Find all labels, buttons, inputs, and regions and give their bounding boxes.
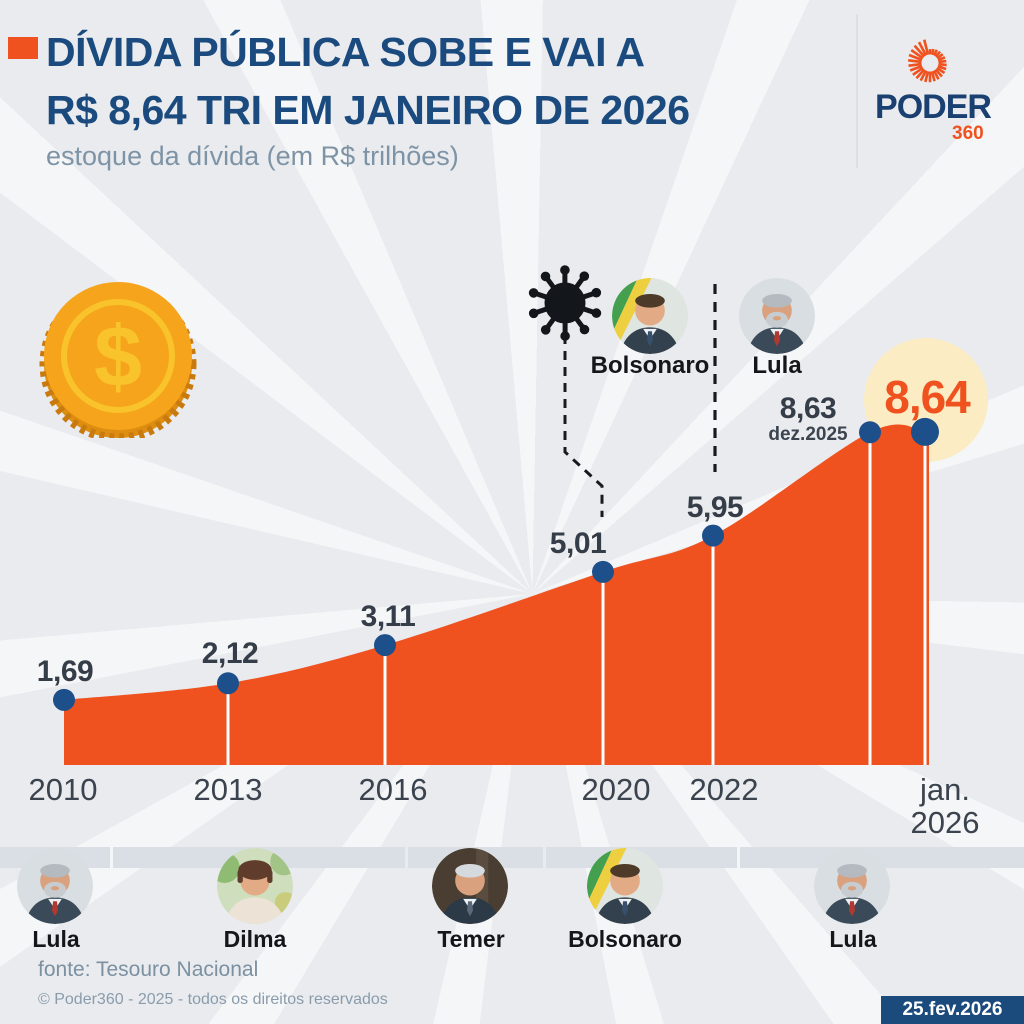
data-point-2010	[53, 688, 75, 711]
debt-area-shape	[64, 424, 929, 765]
president-photo-lula-2026	[814, 848, 890, 924]
president-name-bolsonaro: Bolsonaro	[568, 926, 682, 952]
value-label-dez2025: 8,63	[779, 392, 837, 425]
x-tick-2013: 2013	[193, 772, 263, 807]
avatar-illustration	[217, 848, 293, 924]
president-name-lula-2026: Lula	[829, 926, 877, 952]
dollar-sign: $	[94, 309, 142, 405]
president-photo-lula-2010	[17, 848, 93, 924]
source-credit: fonte: Tesouro Nacional	[38, 958, 259, 981]
value-label-2020: 5,01	[549, 527, 607, 560]
poder360-logo-number: 360	[952, 123, 984, 144]
value-label-2022: 5,95	[686, 491, 744, 524]
data-point-2016	[374, 634, 396, 657]
data-point-2020	[592, 560, 614, 583]
avatar-illustration	[612, 278, 688, 354]
value-label-jan2026: 8,64	[884, 371, 971, 423]
title-accent-square	[8, 37, 38, 59]
president-name-dilma: Dilma	[223, 926, 287, 952]
coronavirus-icon	[528, 265, 602, 341]
logo-divider	[856, 14, 858, 168]
value-label-2016: 3,11	[360, 600, 416, 633]
poder360-starburst-icon	[907, 39, 947, 83]
page-subtitle: estoque da dívida (em R$ trilhões)	[46, 141, 459, 171]
value-label-2010: 1,69	[36, 655, 94, 688]
avatar-illustration	[587, 848, 663, 924]
chart-drop-lines	[226, 431, 927, 765]
president-photo-lula-annotation	[739, 278, 815, 354]
data-point-2013	[217, 672, 239, 695]
president-name-lula-annotation: Lula	[752, 352, 802, 379]
president-name-bolsonaro-annotation: Bolsonaro	[590, 352, 710, 379]
page-title-line2: R$ 8,64 TRI EM JANEIRO DE 2026	[46, 87, 690, 133]
president-photo-bolsonaro	[587, 848, 663, 924]
data-point-2022	[702, 524, 724, 547]
x-tick-2022: 2022	[689, 772, 759, 807]
value-label-2013: 2,12	[201, 637, 259, 670]
avatar-illustration	[432, 848, 508, 924]
x-tick-2010: 2010	[28, 772, 98, 807]
publication-date-badge: 25.fev.2026	[881, 996, 1024, 1024]
avatar-illustration	[739, 278, 815, 354]
avatar-illustration	[17, 848, 93, 924]
x-tick-2016: 2016	[358, 772, 428, 807]
president-photo-bolsonaro-annotation	[612, 278, 688, 354]
avatar-illustration	[814, 848, 890, 924]
x-tick-jan: jan.	[920, 772, 970, 807]
president-name-temer: Temer	[437, 926, 505, 952]
poder360-logo-text: PODER	[875, 88, 992, 126]
president-name-lula-2010: Lula	[32, 926, 80, 952]
x-tick-2026: 2026	[910, 805, 980, 840]
president-photo-temer	[432, 848, 508, 924]
chart-data-points	[53, 417, 939, 711]
data-point-dez.2025	[859, 421, 881, 444]
president-photo-dilma	[217, 848, 293, 924]
copyright-notice: © Poder360 - 2025 - todos os direitos re…	[38, 991, 388, 1008]
page-title-line1: DÍVIDA PÚBLICA SOBE E VAI A	[46, 29, 645, 75]
x-tick-2020: 2020	[581, 772, 651, 807]
gold-coin-icon: $	[39, 282, 197, 438]
term-band-lula2	[740, 847, 1024, 868]
value-sublabel-dez2025: dez.2025	[768, 424, 848, 445]
